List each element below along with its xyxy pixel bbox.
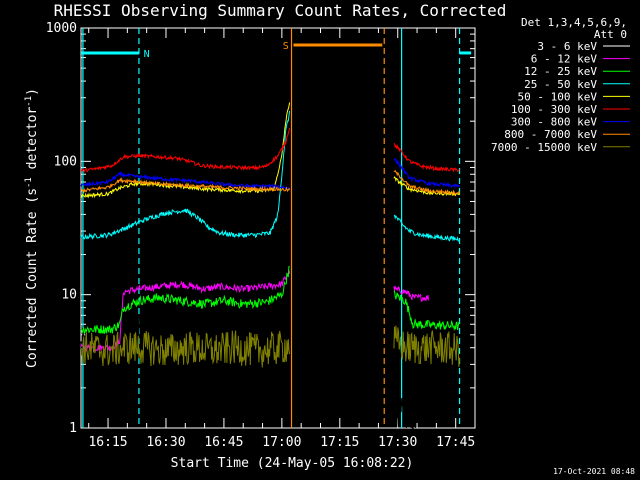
plot-layer: 1 10 100 1000 16:15 16:30 16:45 17:00 17:15 17:30… xyxy=(46,21,476,450)
x-tick-label: 17:15 xyxy=(320,435,359,450)
x-tick-label: 16:15 xyxy=(88,435,127,450)
legend-entry-label: 50 - 100 keV xyxy=(518,90,598,103)
chart-title: RHESSI Observing Summary Count Rates, Co… xyxy=(54,1,507,20)
y-axis-label: Corrected Count Rate (s-1 detector-1) xyxy=(24,88,40,368)
generated-timestamp: 17-Oct-2021 08:48 xyxy=(553,467,635,476)
y-tick-label: 1000 xyxy=(46,21,77,36)
y-axis-label-post: ) xyxy=(25,88,40,96)
y-tick-label: 1 xyxy=(69,421,77,436)
series-line xyxy=(80,269,291,353)
series-line xyxy=(393,290,460,331)
plot-frame xyxy=(80,27,476,429)
legend-header-detectors: Det 1,3,4,5,6,9, xyxy=(521,16,627,29)
x-tick-label: 16:30 xyxy=(146,435,185,450)
series-line xyxy=(80,265,290,335)
legend-entry-label: 800 - 7000 keV xyxy=(504,128,597,141)
y-tick-label: 100 xyxy=(54,154,77,169)
x-axis-label: Start Time (24-May-05 16:08:22) xyxy=(171,456,414,471)
legend-entry-label: 3 - 6 keV xyxy=(537,40,597,53)
series-line xyxy=(80,330,291,368)
series-line xyxy=(80,177,291,194)
series-line xyxy=(80,110,291,241)
series-line xyxy=(393,325,460,367)
legend-entry-label: 7000 - 15000 keV xyxy=(491,141,597,154)
y-axis-label-sup1: -1 xyxy=(24,177,34,188)
legend-entry-label: 25 - 50 keV xyxy=(524,78,597,91)
series-line xyxy=(393,169,460,196)
legend-entry-label: 300 - 800 keV xyxy=(511,116,597,129)
legend-entry-label: 6 - 12 keV xyxy=(531,53,598,66)
series-line xyxy=(393,142,460,173)
series-line xyxy=(393,157,460,189)
y-axis-label-pre: Corrected Count Rate (s xyxy=(25,188,40,368)
y-axis-label-sup2: -1 xyxy=(24,96,34,107)
legend-entry-label: 100 - 300 keV xyxy=(511,103,597,116)
series-line xyxy=(393,285,430,302)
y-axis-label-mid: detector xyxy=(25,107,40,178)
series-line xyxy=(393,214,460,242)
x-tick-label: 17:45 xyxy=(436,435,475,450)
flag-label: S xyxy=(283,41,289,52)
series-line xyxy=(80,171,291,191)
legend-entry-label: 12 - 25 keV xyxy=(524,65,597,78)
series-line xyxy=(80,127,291,174)
flag-label: N xyxy=(144,49,150,60)
legend-header-attenuator: Att 0 xyxy=(594,28,627,41)
x-tick-label: 17:00 xyxy=(262,435,301,450)
y-tick-label: 10 xyxy=(61,288,77,303)
x-tick-label: 17:30 xyxy=(378,435,417,450)
x-tick-label: 16:45 xyxy=(204,435,243,450)
series-line xyxy=(397,391,418,429)
